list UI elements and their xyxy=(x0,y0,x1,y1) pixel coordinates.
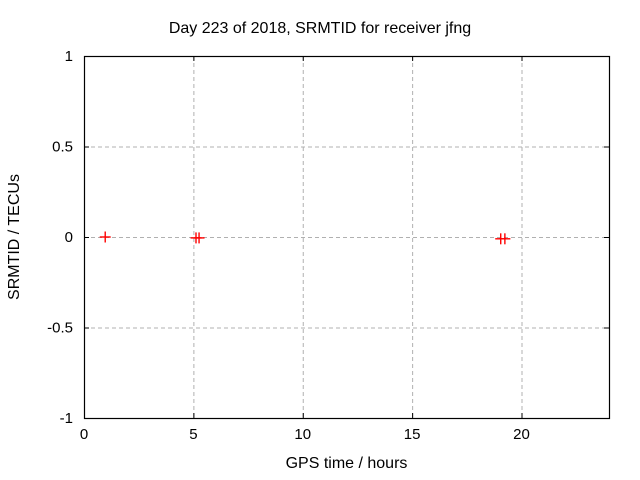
data-point-marker xyxy=(193,232,205,244)
y-tick-label: -0.5 xyxy=(47,320,73,337)
y-tick-label: 0.5 xyxy=(52,139,73,156)
x-tick-label: 0 xyxy=(80,426,88,443)
x-tick-label: 20 xyxy=(513,426,530,443)
x-axis-label: GPS time / hours xyxy=(285,455,408,472)
y-tick-label: 1 xyxy=(65,48,73,65)
y-tick-label: -1 xyxy=(60,410,73,427)
y-tick-label: 0 xyxy=(65,229,73,246)
data-point-marker xyxy=(99,231,111,243)
x-tick-labels: 0 5 10 15 20 xyxy=(80,426,530,443)
x-tick-label: 10 xyxy=(294,426,311,443)
gridlines xyxy=(84,56,609,419)
x-tick-label: 5 xyxy=(189,426,197,443)
plot-border xyxy=(83,55,611,420)
data-point-marker xyxy=(499,233,511,245)
y-tick-labels: -1 -0.5 0 0.5 1 xyxy=(47,48,73,427)
series-srmtid xyxy=(99,231,511,245)
chart-title: Day 223 of 2018, SRMTID for receiver jfn… xyxy=(168,20,472,37)
x-tick-label: 15 xyxy=(404,426,421,443)
